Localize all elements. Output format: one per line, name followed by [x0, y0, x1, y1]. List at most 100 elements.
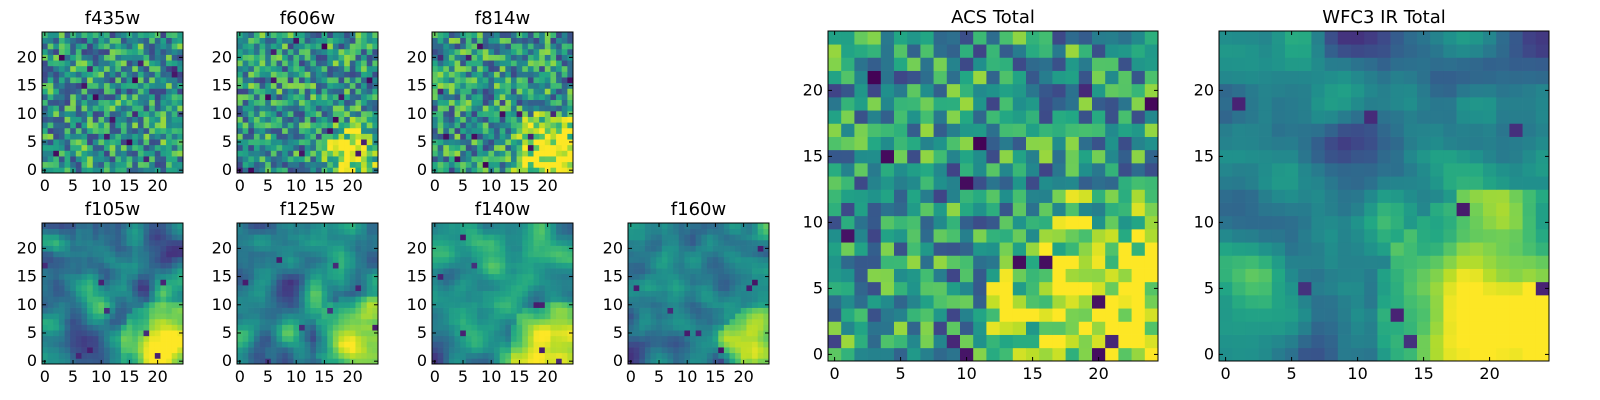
heatmap-cell — [143, 290, 150, 297]
x-tick-label: 10 — [286, 367, 306, 386]
heatmap-cell — [315, 122, 322, 129]
heatmap-cell — [104, 273, 111, 280]
heatmap-cell — [1092, 308, 1106, 322]
heatmap-cell — [282, 251, 289, 258]
heatmap-cell — [338, 358, 345, 365]
heatmap-cell — [366, 116, 373, 123]
heatmap-cell — [304, 341, 311, 348]
heatmap-cell — [315, 279, 322, 286]
heatmap-cell — [248, 110, 255, 117]
heatmap-cell — [338, 32, 345, 38]
heatmap-cell — [701, 301, 708, 308]
heatmap-cell — [465, 116, 472, 123]
heatmap-cells-acs-total — [828, 31, 1159, 362]
heatmap-cell — [443, 32, 450, 38]
heatmap-cell — [454, 352, 461, 359]
heatmap-cell — [42, 234, 48, 241]
heatmap-cell — [533, 223, 540, 229]
heatmap-cell — [673, 341, 680, 348]
heatmap-cell — [533, 144, 540, 151]
heatmap-cell — [533, 330, 540, 337]
heatmap-cell — [1012, 347, 1027, 362]
heatmap-cell — [477, 273, 484, 280]
heatmap-cell — [355, 116, 362, 123]
heatmap-cell — [684, 318, 691, 325]
heatmap-cell — [432, 48, 438, 55]
heatmap-cell — [75, 37, 82, 44]
panel-title: f140w — [475, 199, 530, 220]
heatmap-cell — [763, 296, 770, 303]
heatmap-cell — [661, 245, 668, 252]
heatmap-cell — [132, 139, 139, 146]
heatmap-cell — [1118, 308, 1132, 322]
heatmap-cell — [701, 251, 708, 258]
heatmap-cell — [656, 228, 663, 235]
heatmap-cell — [533, 43, 540, 50]
heatmap-cell — [253, 234, 260, 241]
heatmap-cell — [344, 150, 351, 157]
heatmap-cell — [460, 307, 467, 314]
heatmap-cell — [639, 273, 646, 280]
heatmap-cell — [171, 161, 178, 168]
heatmap-cell — [98, 234, 105, 241]
heatmap-cell — [282, 139, 289, 146]
heatmap-cell — [639, 234, 646, 241]
heatmap-cell — [344, 296, 351, 303]
heatmap-cell — [265, 54, 272, 61]
heatmap-cell — [482, 347, 489, 354]
heatmap-cell — [656, 279, 663, 286]
y-tick-label: 5 — [417, 323, 427, 342]
heatmap-cell — [355, 127, 362, 134]
heatmap-cell — [527, 133, 534, 140]
heatmap-cell — [633, 313, 640, 320]
heatmap-cell — [1012, 189, 1027, 203]
heatmap-cell — [854, 176, 868, 190]
heatmap-cell — [673, 318, 680, 325]
heatmap-cell — [499, 296, 506, 303]
heatmap-cell — [276, 285, 283, 292]
heatmap-cell — [516, 144, 523, 151]
heatmap-cell — [973, 229, 987, 243]
heatmap-cell — [471, 347, 478, 354]
heatmap-cell — [454, 94, 461, 101]
heatmap-cell — [986, 163, 1000, 177]
heatmap-cell — [332, 161, 339, 168]
heatmap-cell — [718, 335, 725, 342]
heatmap-cell — [137, 279, 144, 286]
heatmap-cell — [661, 352, 668, 359]
heatmap-cell — [510, 330, 517, 337]
heatmap-cell — [539, 273, 546, 280]
heatmap-cell — [505, 268, 512, 275]
heatmap-cell — [361, 82, 368, 89]
heatmap-cell — [454, 251, 461, 258]
heatmap-cell — [81, 251, 88, 258]
heatmap-cell — [366, 228, 373, 235]
heatmap-cell — [539, 223, 546, 229]
heatmap-cell — [349, 105, 356, 112]
heatmap-cell — [293, 133, 300, 140]
heatmap-cell — [53, 43, 60, 50]
heatmap-cell — [160, 228, 167, 235]
heatmap-cell — [171, 94, 178, 101]
heatmap-cell — [527, 318, 534, 325]
heatmap-cell — [282, 290, 289, 297]
heatmap-cell — [1012, 268, 1027, 283]
heatmap-cell — [494, 307, 501, 314]
heatmap-cell — [516, 139, 523, 146]
heatmap-cell — [867, 268, 882, 283]
heatmap-cell — [471, 82, 478, 89]
heatmap-cell — [338, 122, 345, 129]
heatmap-cell — [304, 82, 311, 89]
heatmap-cell — [465, 352, 472, 359]
heatmap-cell — [259, 268, 266, 275]
heatmap-cell — [282, 144, 289, 151]
heatmap-cell — [265, 105, 272, 112]
heatmap-cell — [58, 358, 65, 365]
heatmap-cell — [729, 239, 736, 246]
heatmap-cell — [763, 239, 770, 246]
heatmap-cell — [299, 285, 306, 292]
heatmap-cell — [154, 139, 161, 146]
heatmap-cell — [132, 37, 139, 44]
heatmap-cell — [1092, 176, 1106, 190]
heatmap-cell — [293, 352, 300, 359]
